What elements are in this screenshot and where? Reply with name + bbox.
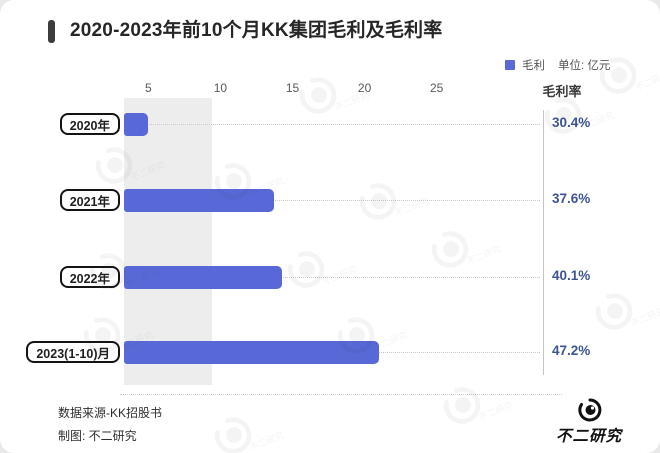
- brand-logo-text: 不二研究: [556, 428, 623, 445]
- category-text: 2020年: [69, 118, 110, 133]
- rate-value-2021: 37.6%: [552, 191, 591, 206]
- category-label-2023: 2023(1-10)月: [26, 341, 120, 363]
- rate-value-2022: 40.1%: [552, 268, 591, 283]
- category-text: 2022年: [69, 271, 110, 286]
- legend-series-label: 毛利: [522, 60, 545, 72]
- legend: 毛利 单位: 亿元: [505, 57, 610, 73]
- watermark-logo: 不二研究: [590, 278, 660, 343]
- watermark-logo: 不二研究: [354, 168, 431, 233]
- row-guide-line: [124, 124, 540, 125]
- highlight-band: [124, 98, 212, 385]
- category-label-2022: 2022年: [59, 266, 120, 288]
- row-guide-line: [124, 200, 540, 201]
- brand-eye-icon: [578, 398, 602, 422]
- row-guide-line: [124, 277, 540, 278]
- watermark-logo: 不二研究: [426, 216, 503, 281]
- bar-2021: [124, 188, 274, 212]
- watermark-logo: 不二研究: [209, 402, 286, 453]
- watermark-logo: 不二研究: [294, 62, 371, 127]
- category-text: 2021年: [69, 194, 110, 209]
- legend-swatch-icon: [505, 60, 515, 70]
- watermark-logo: 不二研究: [282, 236, 359, 301]
- x-tick-label: 15: [285, 81, 300, 95]
- title-accent-bar: [48, 20, 55, 43]
- category-label-2020: 2020年: [59, 113, 120, 135]
- page-title: 2020-2023年前10个月KK集团毛利及毛利率: [70, 20, 443, 41]
- credit-note: 制图: 不二研究: [58, 429, 137, 443]
- category-text: 2023(1-10)月: [36, 346, 110, 361]
- x-tick-label: 5: [144, 81, 152, 95]
- bar-2020: [124, 112, 148, 136]
- legend-unit-label: 单位: 亿元: [558, 60, 611, 72]
- data-source-note: 数据来源-KK招股书: [58, 406, 163, 420]
- category-label-2021: 2021年: [59, 189, 120, 211]
- x-tick-label: 25: [430, 81, 444, 95]
- bar-2022: [124, 265, 282, 289]
- watermark-logo: 不二研究: [594, 42, 660, 107]
- bar-2023: [124, 340, 379, 364]
- bottom-axis-line: [120, 394, 562, 395]
- x-tick-label: 10: [213, 81, 228, 95]
- x-tick-label: 20: [357, 81, 372, 95]
- rate-column-separator: [543, 110, 544, 375]
- rate-value-2023: 47.2%: [552, 343, 591, 358]
- rate-column-header: 毛利率: [542, 84, 582, 99]
- rate-value-2020: 30.4%: [552, 115, 591, 130]
- brand-logo: 不二研究: [556, 398, 648, 446]
- watermark-logo: 不二研究: [438, 372, 515, 437]
